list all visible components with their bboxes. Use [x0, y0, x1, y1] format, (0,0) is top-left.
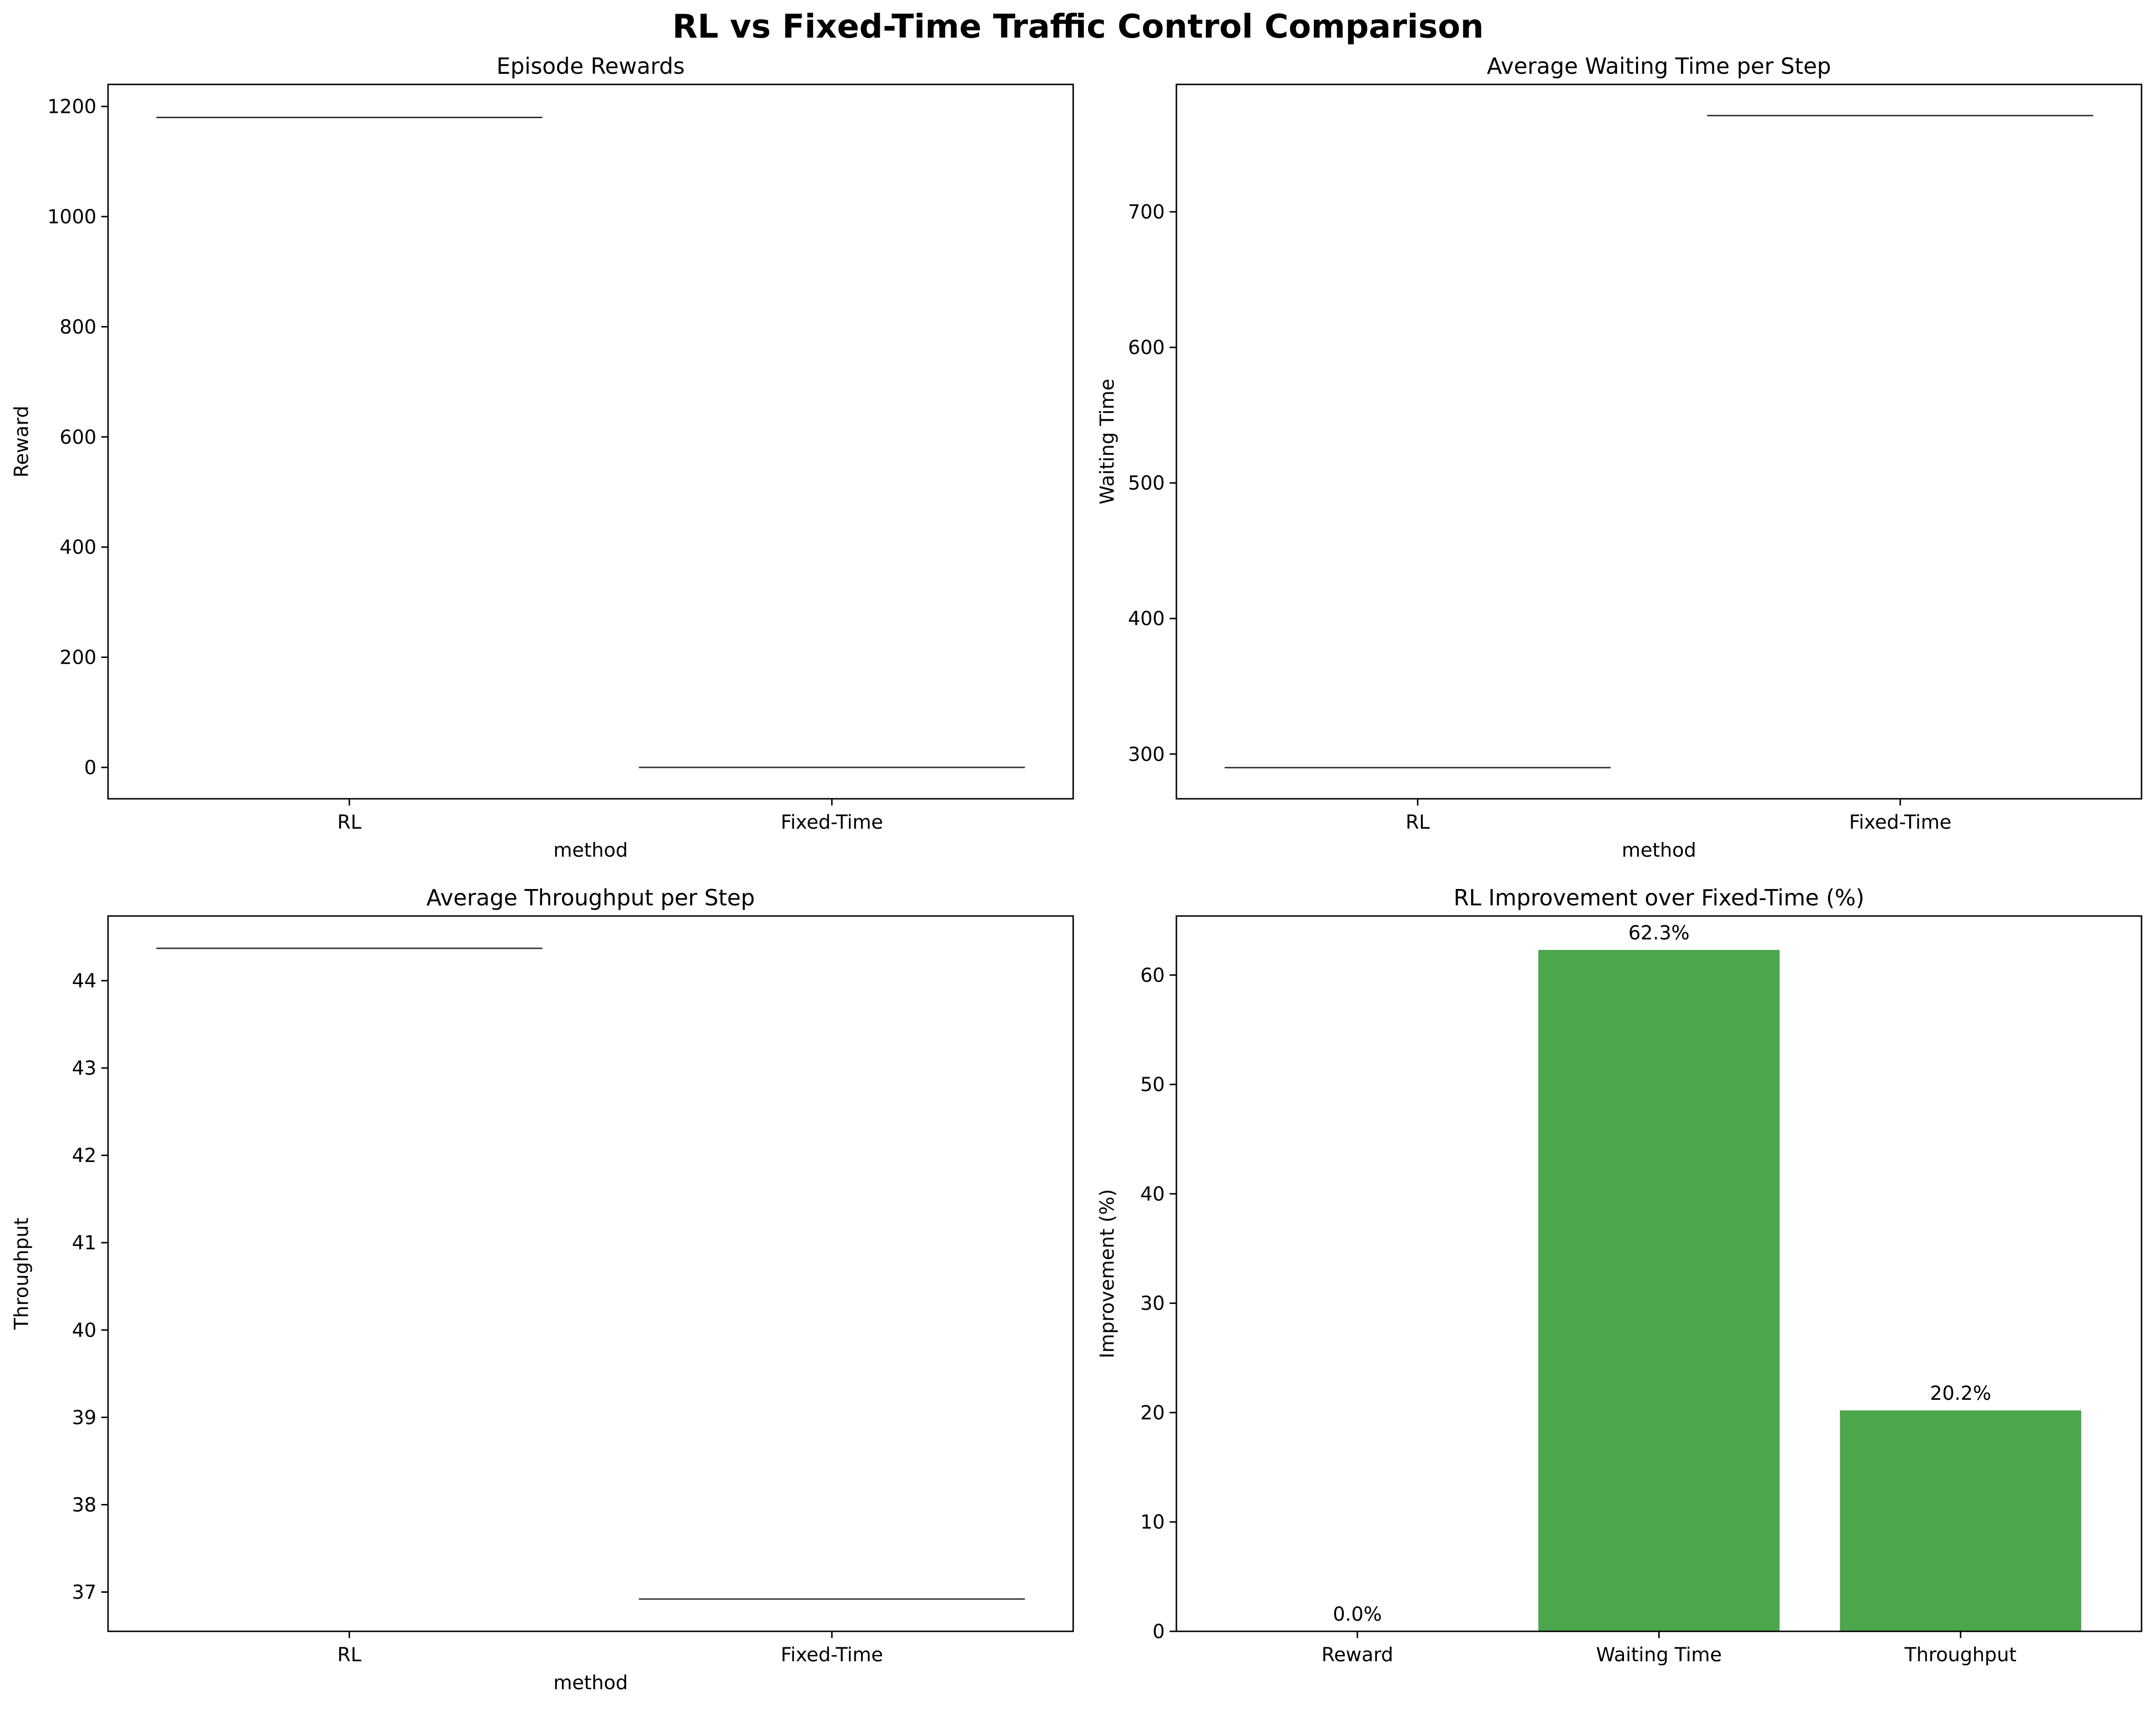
y-tick-label: 40 — [1140, 1183, 1165, 1205]
y-tick-label: 40 — [72, 1319, 96, 1341]
y-axis-label: Improvement (%) — [1096, 1189, 1119, 1358]
y-tick-label: 200 — [60, 647, 96, 669]
x-tick-label: Waiting Time — [1596, 1644, 1722, 1666]
y-axis-label: Throughput — [11, 1217, 33, 1330]
figure-title: RL vs Fixed-Time Traffic Control Compari… — [672, 8, 1484, 46]
y-tick-label: 30 — [1140, 1293, 1165, 1315]
bar-value-label: 62.3% — [1628, 922, 1690, 944]
x-axis-label: method — [1622, 839, 1696, 861]
x-tick-label: Fixed-Time — [1849, 811, 1951, 834]
panel-3: 37 38 39 40 41 42 43 44 RL Fixed-Time Average Thro… — [11, 885, 1074, 1694]
axes-frame — [1175, 83, 2142, 800]
x-tick-label: Fixed-Time — [781, 1644, 883, 1666]
x-tick-label: Reward — [1322, 1644, 1393, 1666]
y-tick-label: 41 — [72, 1232, 96, 1254]
y-tick-label: 10 — [1140, 1511, 1165, 1533]
y-tick-label: 38 — [72, 1494, 96, 1516]
y-tick-label: 37 — [72, 1582, 96, 1604]
y-tick-label: 500 — [1128, 472, 1165, 494]
panel-1: 0 200 400 600 800 1000 1200 RL Fixed-Time Episode… — [11, 53, 1074, 861]
axes-frame — [107, 915, 1074, 1632]
panel-title: Average Throughput per Step — [426, 885, 755, 911]
y-tick-label: 1000 — [47, 206, 96, 228]
x-tick-label: RL — [337, 1644, 362, 1666]
y-tick-label: 44 — [72, 970, 96, 992]
x-tick-label: RL — [1405, 811, 1430, 834]
bar-value-label: 20.2% — [1930, 1382, 1991, 1405]
y-axis-label: Waiting Time — [1096, 379, 1119, 505]
y-tick-label: 800 — [60, 316, 96, 338]
y-tick-label: 600 — [60, 426, 96, 449]
y-tick-label: 42 — [72, 1145, 96, 1167]
y-tick-label: 600 — [1128, 337, 1165, 359]
x-tick-label: Throughput — [1904, 1644, 2017, 1666]
y-tick-label: 43 — [72, 1057, 96, 1080]
y-tick-label: 50 — [1140, 1074, 1165, 1096]
bar-throughput — [1840, 1410, 2081, 1631]
x-tick-label: RL — [337, 811, 362, 834]
y-tick-label: 700 — [1128, 201, 1165, 223]
y-tick-label: 300 — [1128, 743, 1165, 766]
y-tick-label: 60 — [1140, 964, 1165, 986]
panel-title: Episode Rewards — [496, 53, 685, 79]
x-tick-label: Fixed-Time — [781, 811, 883, 834]
y-tick-label: 400 — [1128, 608, 1165, 630]
bar-waiting-time — [1538, 950, 1780, 1631]
panel-title: Average Waiting Time per Step — [1487, 53, 1831, 79]
y-tick-label: 0 — [1153, 1621, 1165, 1643]
panel-2: 300 400 500 600 700 RL Fixed-Time Average Waiti… — [1096, 53, 2142, 861]
y-tick-label: 0 — [84, 757, 96, 779]
bar-value-label: 0.0% — [1333, 1603, 1382, 1626]
panel-4: 0.0% 62.3% 20.2% 0 10 20 30 40 50 60 Reward Waiting… — [1096, 885, 2142, 1666]
y-tick-label: 400 — [60, 536, 96, 559]
x-axis-label: method — [553, 839, 628, 861]
y-axis-label: Reward — [11, 406, 33, 478]
y-tick-label: 39 — [72, 1407, 96, 1429]
x-axis-label: method — [553, 1672, 628, 1694]
y-tick-label: 1200 — [47, 96, 96, 118]
axes-frame — [107, 83, 1074, 800]
panel-title: RL Improvement over Fixed-Time (%) — [1454, 885, 1865, 911]
y-tick-label: 20 — [1140, 1402, 1165, 1424]
